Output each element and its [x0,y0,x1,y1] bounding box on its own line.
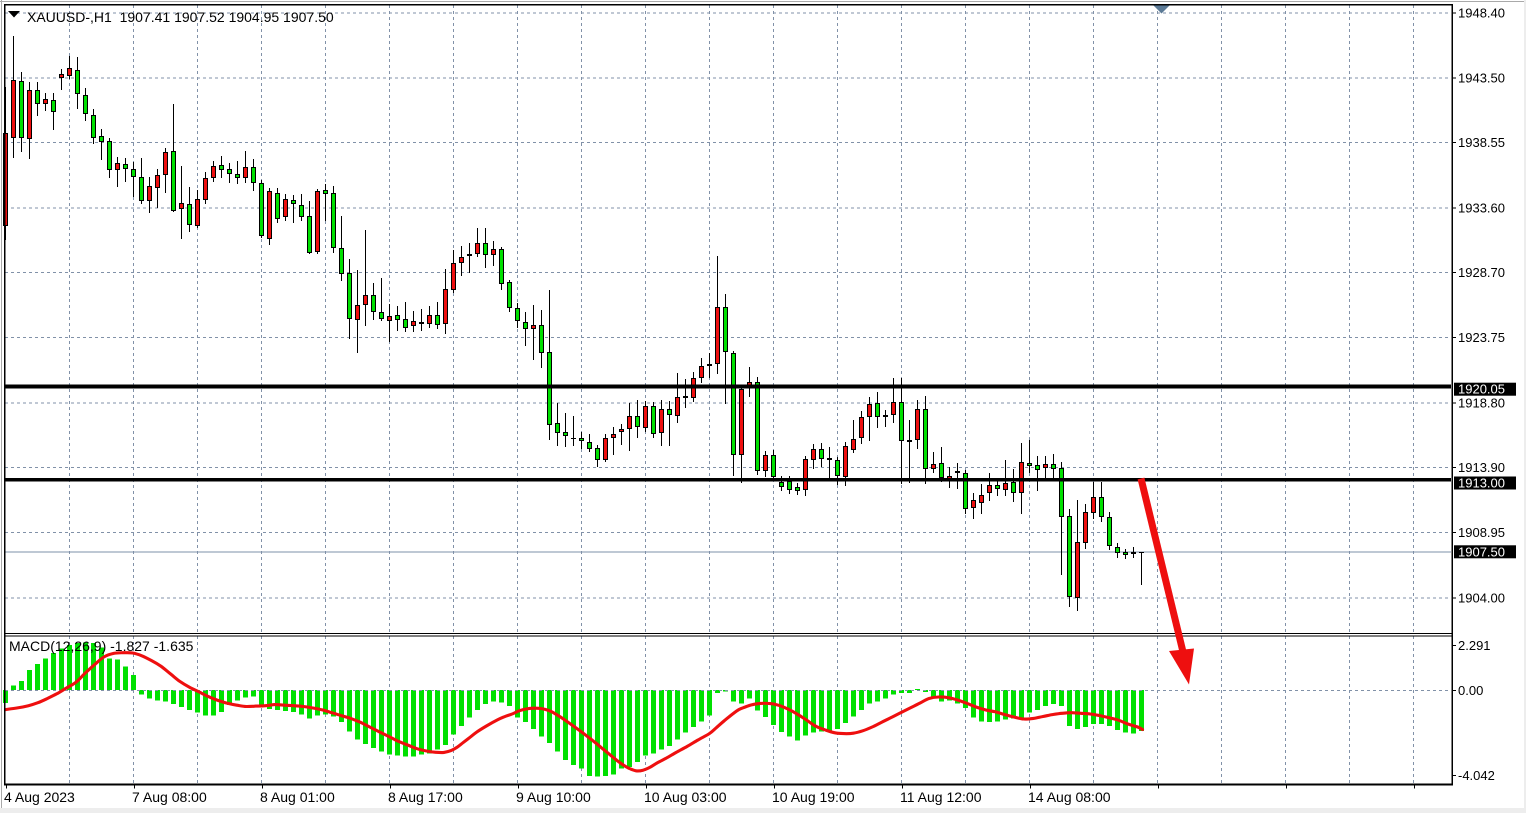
svg-text:1913.90: 1913.90 [1458,460,1505,475]
svg-text:0.00: 0.00 [1458,683,1483,698]
svg-text:14 Aug 08:00: 14 Aug 08:00 [1028,789,1111,805]
svg-text:1908.95: 1908.95 [1458,525,1505,540]
svg-text:1907.50: 1907.50 [1458,544,1505,559]
svg-text:1948.40: 1948.40 [1458,6,1505,21]
svg-text:11 Aug 12:00: 11 Aug 12:00 [900,789,982,805]
svg-text:8 Aug 01:00: 8 Aug 01:00 [260,789,335,805]
svg-text:1938.55: 1938.55 [1458,135,1505,150]
svg-text:1928.70: 1928.70 [1458,265,1505,280]
svg-text:1943.50: 1943.50 [1458,70,1505,85]
svg-text:1933.60: 1933.60 [1458,200,1505,215]
svg-text:10 Aug 19:00: 10 Aug 19:00 [772,789,855,805]
svg-text:1923.75: 1923.75 [1458,330,1505,345]
svg-text:1918.80: 1918.80 [1458,395,1505,410]
svg-text:7 Aug 08:00: 7 Aug 08:00 [132,789,207,805]
svg-text:10 Aug 03:00: 10 Aug 03:00 [644,789,727,805]
svg-text:1904.00: 1904.00 [1458,590,1505,605]
svg-text:MACD(12,26,9) -1.827 -1.635: MACD(12,26,9) -1.827 -1.635 [9,638,194,654]
svg-text:4 Aug 2023: 4 Aug 2023 [4,789,75,805]
svg-text:8 Aug 17:00: 8 Aug 17:00 [388,789,463,805]
svg-text:XAUUSD-,H1 1907.41 1907.52 19: XAUUSD-,H1 1907.41 1907.52 1904.95 1907.… [27,9,334,25]
svg-text:1920.05: 1920.05 [1458,382,1505,397]
svg-text:-4.042: -4.042 [1458,768,1495,783]
svg-text:9 Aug 10:00: 9 Aug 10:00 [516,789,591,805]
svg-text:1913.00: 1913.00 [1458,476,1505,491]
svg-text:2.291: 2.291 [1458,638,1491,653]
